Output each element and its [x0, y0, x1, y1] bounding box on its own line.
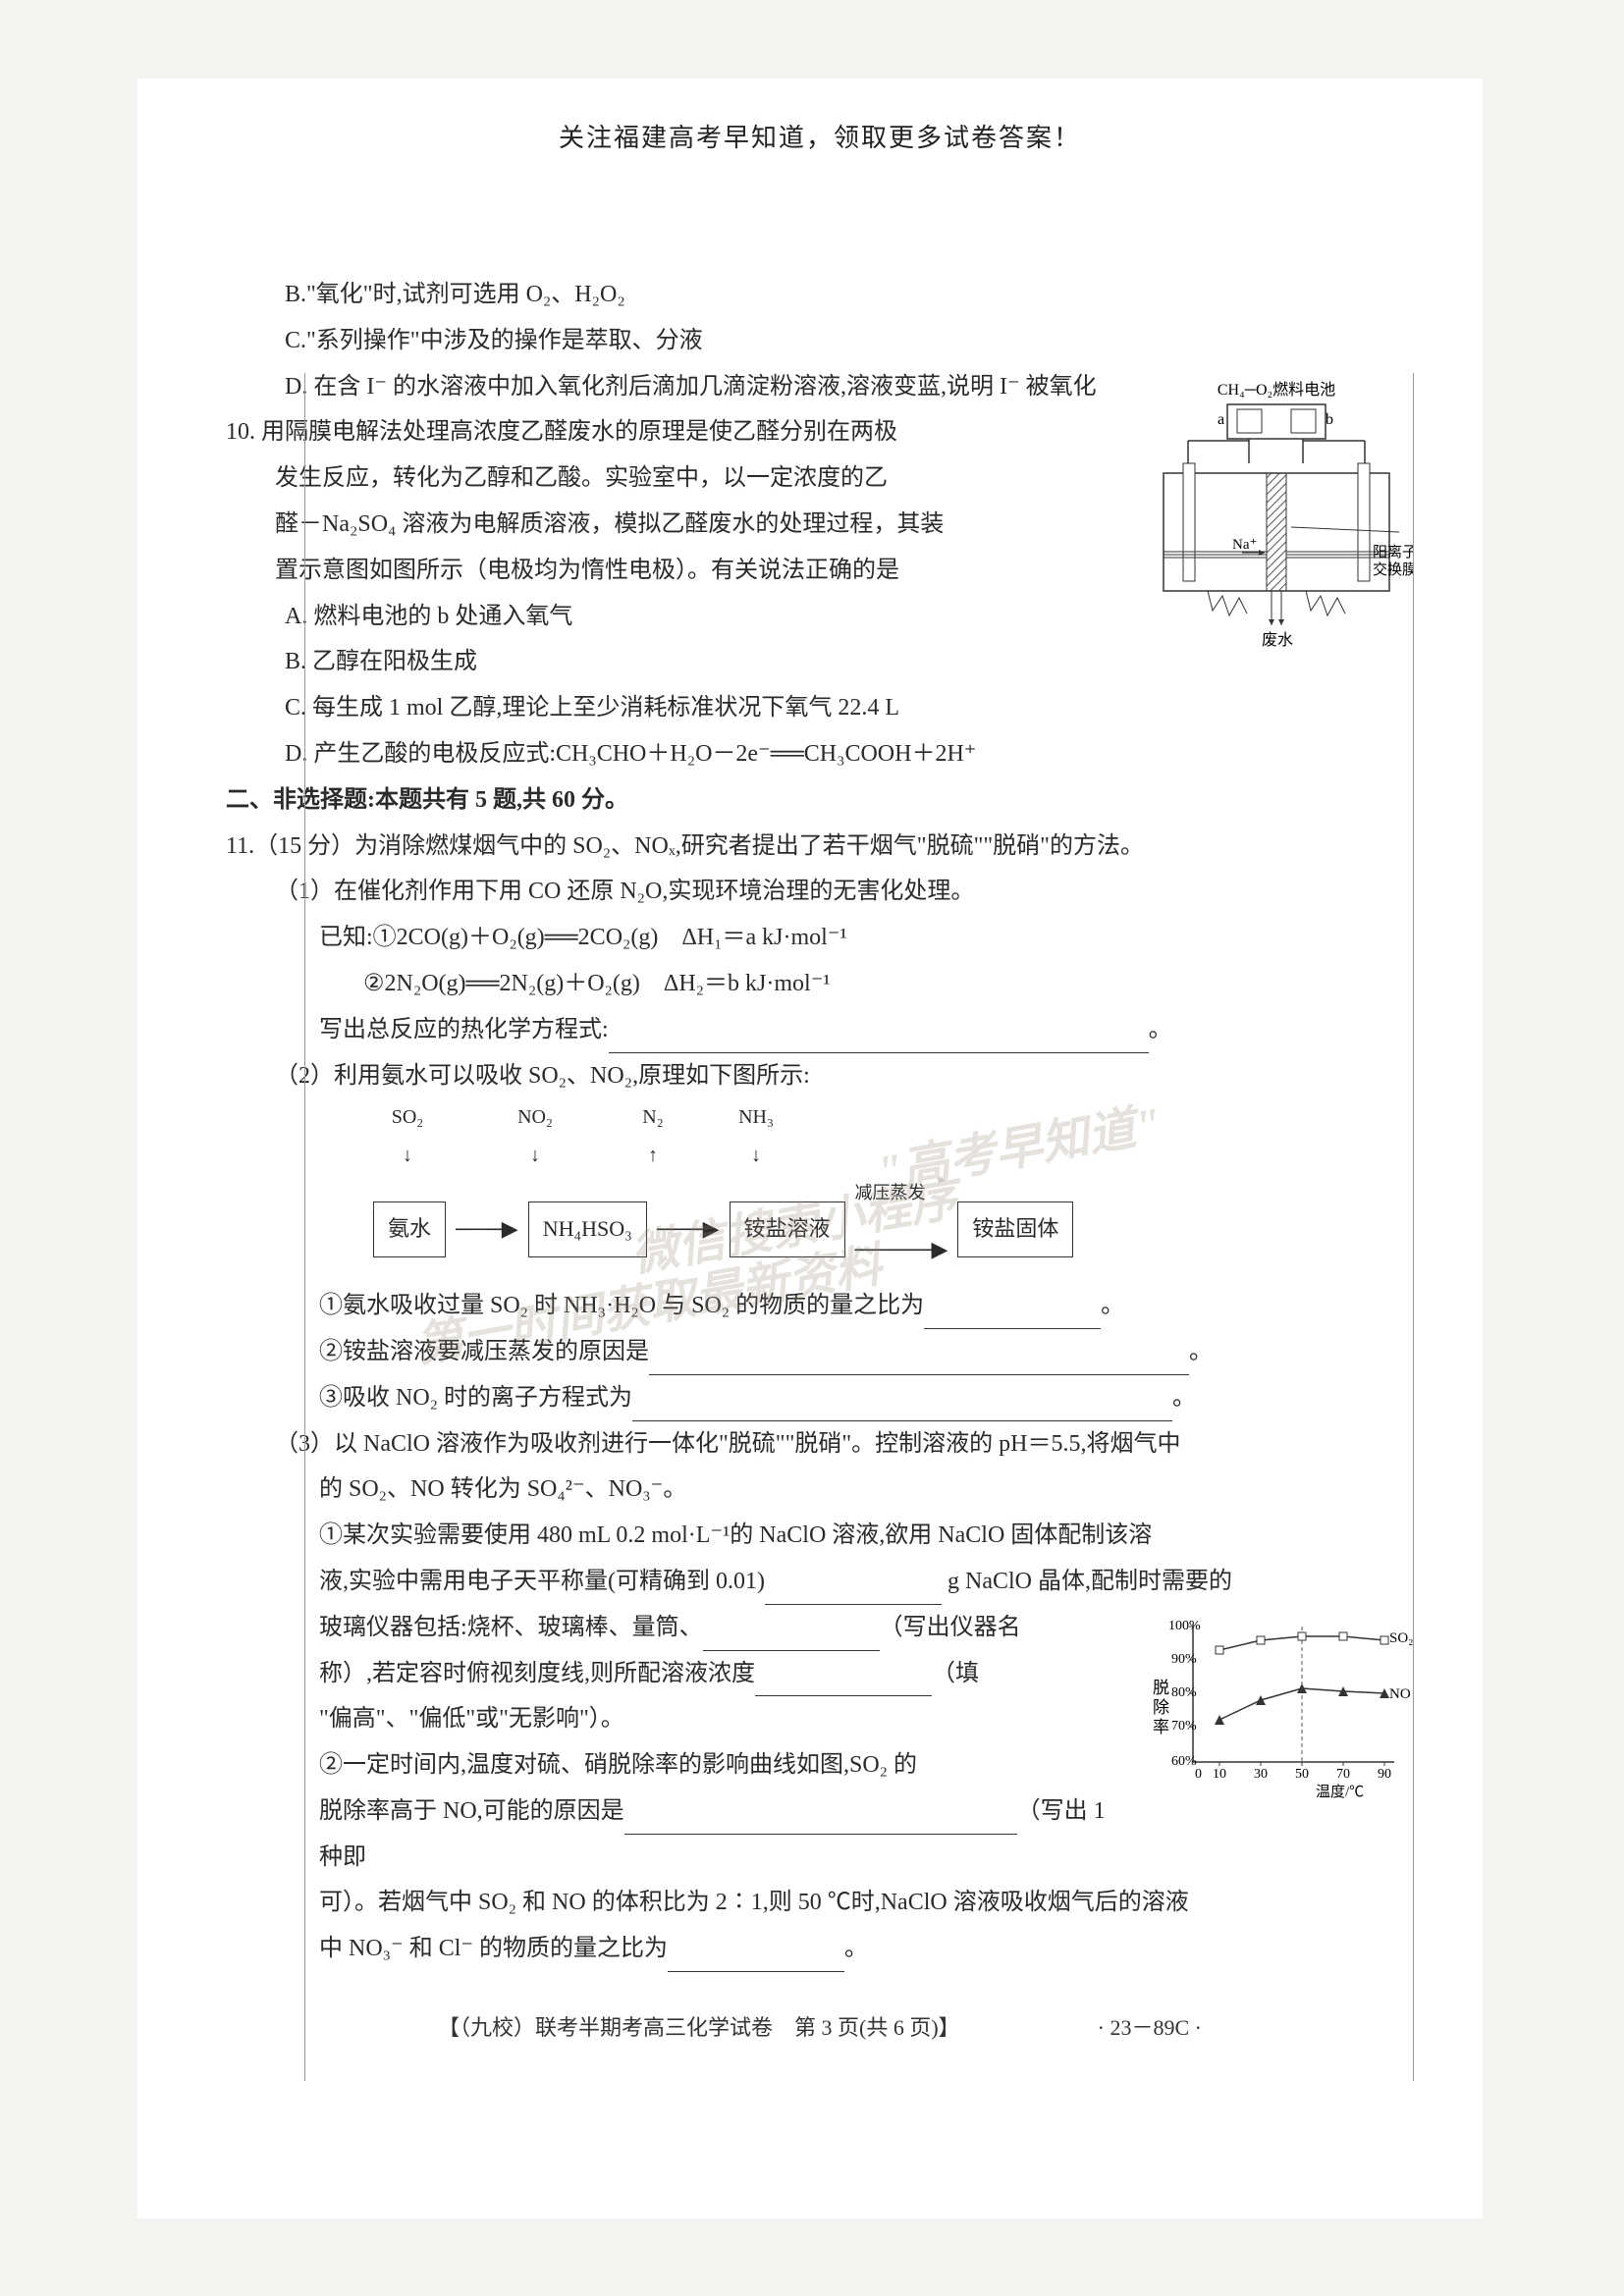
blank-ratio2 [668, 1947, 844, 1972]
option-C: C."系列操作"中涉及的操作是萃取、分液 [226, 318, 1414, 364]
blank-ionic-eq [632, 1395, 1172, 1420]
q11-part3-sub2c: 可）。若烟气中 SO₂ 和 NO 的体积比为 2∶1,则 50 ℃时,NaClO… [226, 1880, 1414, 1926]
q10-stem-3: 醛－Na₂SO₄ 溶液为电解质溶液，模拟乙醛废水的处理过程，其装 [226, 502, 1119, 548]
blank-conc [755, 1671, 932, 1696]
page-header: 关注福建高考早知道，领取更多试卷答案！ [226, 118, 1414, 154]
chart-ylabel-2: 除 [1153, 1698, 1169, 1717]
yticks: 100% 90% 80% 70% 60% [1168, 1619, 1201, 1769]
q10-stem-2: 发生反应，转化为乙醇和乙酸。实验室中，以一定浓度的乙 [226, 455, 1119, 502]
flow-arrow-2: ───▶ [657, 1208, 720, 1251]
svg-text:30: 30 [1254, 1767, 1268, 1782]
flow-inputs: SO₂ NO₂ N₂ NH₃ [226, 1098, 1414, 1137]
q11-part3-sub1e: "偏高"、"偏低"或"无影响"）。 [226, 1696, 1124, 1742]
svg-text:90: 90 [1378, 1767, 1391, 1782]
label-b: b [1326, 411, 1333, 428]
q11-part1-line1: （1）在催化剂作用下用 CO 还原 N₂O,实现环境治理的无害化处理。 [226, 869, 1414, 915]
q11-part3-line1: （3）以 NaClO 溶液作为吸收剂进行一体化"脱硫""脱硝"。控制溶液的 pH… [226, 1421, 1414, 1468]
q10-text: 10. 用隔膜电解法处理高浓度乙醛废水的原理是使乙醛分别在两极 发生反应，转化为… [226, 409, 1119, 731]
xticks: 0 10 30 50 70 90 [1195, 1762, 1391, 1782]
chart-ylabel-3: 率 [1153, 1718, 1169, 1736]
series-no: NO [1389, 1686, 1411, 1702]
exam-page: 关注福建高考早知道，领取更多试卷答案！ B."氧化"时,试剂可选用 O₂、H₂O… [137, 79, 1483, 2218]
q11-part2-sub1: ①氨水吸收过量 SO₂ 时 NH₃·H₂O 与 SO₂ 的物质的量之比为。 [226, 1283, 1414, 1329]
removal-rate-chart: 脱 除 率 100% 90% 80% 70% 60% 0 10 [1139, 1605, 1414, 1818]
flow-box-2: NH₄HSO₃ [528, 1201, 647, 1257]
q11-part3-sub2b: 脱除率高于 NO,可能的原因是（写出 1 种即 [226, 1789, 1124, 1881]
blank-mass [765, 1578, 942, 1604]
q11-part2-sub3: ③吸收 NO₂ 时的离子方程式为。 [226, 1375, 1414, 1421]
page-footer: 【（九校）联考半期考高三化学试卷 第 3 页(共 6 页)】· 23－89C · [226, 2007, 1414, 2050]
svg-text:60%: 60% [1171, 1754, 1197, 1769]
q11-part3-sub1a: ①某次实验需要使用 480 mL 0.2 mol·L⁻¹的 NaClO 溶液,欲… [226, 1513, 1414, 1559]
svg-text:10: 10 [1213, 1767, 1226, 1782]
q11-part3-sub1c: 玻璃仪器包括:烧杯、玻璃棒、量筒、（写出仪器名 [226, 1605, 1124, 1651]
chart-xlabel: 温度/℃ [1316, 1784, 1364, 1800]
q11-part3-sub1d: 称）,若定容时俯视刻度线,则所配溶液浓度（填 [226, 1651, 1124, 1697]
flow-box-1: 氨水 [373, 1201, 446, 1257]
q10-container: 10. 用隔膜电解法处理高浓度乙醛废水的原理是使乙醛分别在两极 发生反应，转化为… [226, 409, 1414, 731]
blank-ratio [924, 1304, 1101, 1329]
q11-part2-sub2: ②铵盐溶液要减压蒸发的原因是。 [226, 1329, 1414, 1375]
q10-A: A. 燃料电池的 b 处通入氧气 [226, 594, 1119, 640]
svg-text:70: 70 [1336, 1767, 1350, 1782]
flow-box-3: 铵盐溶液 [730, 1201, 845, 1257]
q11-part3-line2: 的 SO₂、NO 转化为 SO₄²⁻、NO₃⁻。 [226, 1467, 1414, 1513]
q11-chart-text: 玻璃仪器包括:烧杯、玻璃棒、量筒、（写出仪器名 称）,若定容时俯视刻度线,则所配… [226, 1605, 1124, 1881]
q11-stem: 11.（15 分）为消除燃煤烟气中的 SO₂、NOₓ,研究者提出了若干烟气"脱硫… [226, 824, 1414, 870]
q10-C: C. 每生成 1 mol 乙醇,理论上至少消耗标准状况下氧气 22.4 L [226, 685, 1119, 731]
svg-text:100%: 100% [1168, 1619, 1201, 1633]
q10-B: B. 乙醇在阳极生成 [226, 639, 1119, 685]
q11-part3-sub1b: 液,实验中需用电子天平称量(可精确到 0.01) g NaClO 晶体,配制时需… [226, 1559, 1414, 1605]
flow-arrows-down: ↓ ↓ ↑ ↓ [226, 1137, 1414, 1175]
content-body: B."氧化"时,试剂可选用 O₂、H₂O₂ C."系列操作"中涉及的操作是萃取、… [226, 272, 1414, 2050]
svg-text:0: 0 [1195, 1767, 1202, 1782]
svg-text:80%: 80% [1171, 1685, 1197, 1700]
q10-D: D. 产生乙酸的电极反应式:CH₃CHO＋H₂O－2e⁻══CH₃COOH＋2H… [226, 731, 1414, 777]
blank-reason [649, 1349, 1189, 1374]
option-B: B."氧化"时,试剂可选用 O₂、H₂O₂ [226, 272, 1414, 318]
q11-part2-line1: （2）利用氨水可以吸收 SO₂、NO₂,原理如下图所示: [226, 1053, 1414, 1099]
q11-chart-wrap: 玻璃仪器包括:烧杯、玻璃棒、量筒、（写出仪器名 称）,若定容时俯视刻度线,则所配… [226, 1605, 1414, 1881]
margin-rule-left [304, 373, 305, 2081]
chart-ylabel-1: 脱 [1153, 1679, 1169, 1697]
label-waste: 废水 [1262, 631, 1293, 649]
q11-part3-sub2a: ②一定时间内,温度对硫、硝脱除率的影响曲线如图,SO₂ 的 [226, 1742, 1124, 1789]
q10-stem-1: 10. 用隔膜电解法处理高浓度乙醛废水的原理是使乙醛分别在两极 [226, 409, 1119, 455]
electrolysis-diagram-svg: CH₄─O₂燃料电池 a b [1139, 380, 1414, 655]
q11-part1-eq2: ②2N₂O(g)══2N₂(g)＋O₂(g) ΔH₂＝b kJ·mol⁻¹ [226, 961, 1414, 1007]
section-2-title: 二、非选择题:本题共有 5 题,共 60 分。 [226, 777, 1414, 824]
label-membrane-1: 阳离子 [1373, 544, 1414, 561]
blank-thermochem [609, 1027, 1149, 1052]
q10-figure: CH₄─O₂燃料电池 a b [1139, 380, 1414, 671]
svg-text:70%: 70% [1171, 1719, 1197, 1734]
series-so2: SO₂ [1389, 1630, 1413, 1646]
q10-stem-4: 置示意图如图所示（电极均为惰性电极）。有关说法正确的是 [226, 548, 1119, 594]
margin-rule-right [1413, 373, 1414, 2081]
q11-part3-sub2d: 中 NO₃⁻ 和 Cl⁻ 的物质的量之比为。 [226, 1926, 1414, 1972]
label-a: a [1218, 411, 1224, 428]
svg-text:90%: 90% [1171, 1652, 1197, 1667]
flow-arrow-3: 减压蒸发─────▶ [855, 1187, 948, 1271]
blank-instrument [703, 1625, 880, 1650]
flow-diagram: 氨水 ───▶ NH₄HSO₃ ───▶ 铵盐溶液 减压蒸发─────▶ 铵盐固… [226, 1187, 1414, 1271]
fig-title: CH₄─O₂燃料电池 [1218, 381, 1335, 399]
q11-part1-ask: 写出总反应的热化学方程式:。 [226, 1007, 1414, 1053]
chart-svg: 脱 除 率 100% 90% 80% 70% 60% 0 10 [1139, 1605, 1414, 1801]
flow-arrow-1: ───▶ [456, 1208, 518, 1251]
blank-reason2 [624, 1808, 1017, 1834]
svg-text:50: 50 [1295, 1767, 1309, 1782]
label-na: Na⁺ [1232, 537, 1257, 553]
q11-part1-known: 已知:①2CO(g)＋O₂(g)══2CO₂(g) ΔH₁＝a kJ·mol⁻¹ [226, 915, 1414, 961]
label-membrane-2: 交换膜 [1373, 561, 1414, 578]
flow-box-4: 铵盐固体 [957, 1201, 1073, 1257]
